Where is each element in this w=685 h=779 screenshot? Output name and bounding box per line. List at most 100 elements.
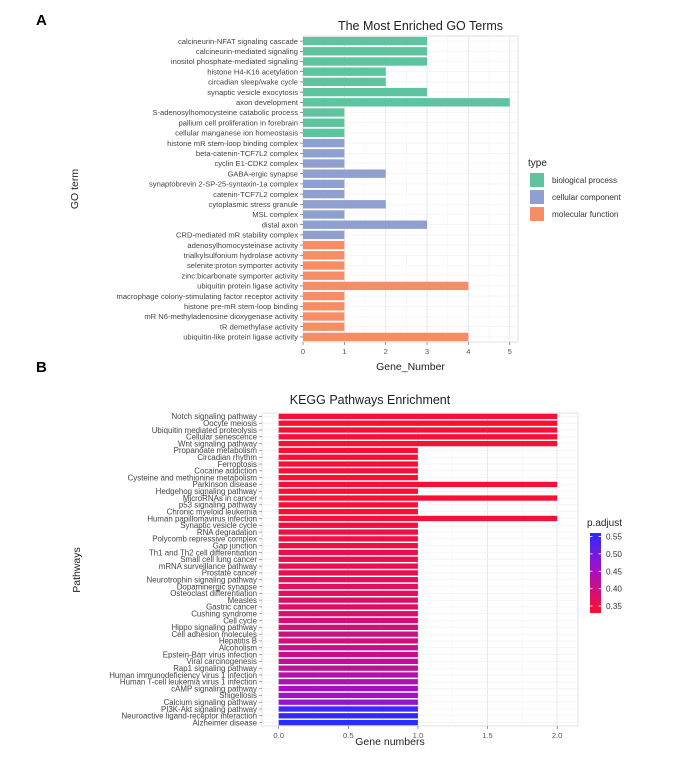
- category-label: Gastric cancer: [206, 603, 257, 612]
- category-label: Cellular senescence: [186, 433, 258, 442]
- bar: [303, 302, 345, 311]
- plot-panel: [302, 35, 519, 343]
- category-label: Cushing syndrome: [191, 610, 257, 619]
- legend-swatch: [530, 207, 544, 221]
- category-label: Alcoholism: [219, 644, 258, 653]
- x-tick-label: 0.0: [273, 731, 284, 740]
- panel-b-label: B: [36, 359, 47, 376]
- chart-title: The Most Enriched GO Terms: [338, 19, 503, 33]
- bar: [278, 563, 418, 569]
- category-label: cyclin E1-CDK2 complex: [214, 159, 298, 168]
- bar: [278, 543, 418, 549]
- bar: [303, 138, 345, 148]
- category-label: Circadian rhythm: [197, 453, 257, 462]
- category-label: MSL complex: [252, 210, 298, 219]
- category-label: cAMP signaling pathway: [171, 684, 257, 693]
- x-tick-label: 2: [384, 347, 388, 356]
- category-label: Human papillomavirus infection: [147, 514, 257, 523]
- panel-a-label: A: [36, 12, 47, 29]
- colorbar-tick-label: 0.40: [606, 585, 622, 594]
- y-axis-title: Pathways: [71, 547, 83, 593]
- legend-label: biological process: [552, 176, 617, 185]
- bar: [303, 47, 428, 56]
- x-tick-label: 2.0: [552, 731, 563, 740]
- category-label: ubiquitin-like protein ligase activity: [183, 333, 298, 342]
- category-label: GABA-ergic synapse: [228, 169, 298, 178]
- category-label: adenosylhomocysteinase activity: [187, 241, 298, 250]
- colorbar-tick-label: 0.35: [606, 602, 622, 611]
- category-label: beta-catenin-TCF7L2 complex: [196, 149, 298, 158]
- category-label: Rap1 signaling pathway: [173, 664, 257, 673]
- bar: [303, 169, 386, 178]
- bar: [278, 679, 418, 685]
- category-label: selenite:proton symporter activity: [187, 261, 298, 270]
- colorbar-tick-label: 0.50: [606, 550, 622, 559]
- category-label: Propanoate metabolism: [174, 446, 258, 455]
- category-label: tR demethylase activity: [220, 322, 298, 331]
- bar: [278, 515, 558, 522]
- bar: [303, 77, 386, 87]
- bar: [278, 454, 418, 460]
- x-tick-label: 5: [508, 347, 512, 356]
- bar: [278, 577, 418, 583]
- bar: [303, 271, 345, 280]
- bar: [278, 611, 418, 617]
- bar: [278, 638, 418, 644]
- bar: [303, 312, 345, 321]
- category-label: Shigellosis: [219, 691, 257, 700]
- x-tick-label: 1: [342, 347, 346, 356]
- bar: [278, 420, 558, 426]
- bar: [278, 481, 558, 488]
- bar: [303, 57, 428, 66]
- bar: [278, 713, 418, 719]
- category-label: ubiquitin protein ligase activity: [197, 282, 298, 291]
- category-label: catenin-TCF7L2 complex: [213, 190, 298, 199]
- bar: [278, 434, 558, 440]
- category-label: zinc:bicarbonate symporter activity: [182, 271, 299, 280]
- category-label: synaptobrevin 2-SP-25-syntaxin-1a comple…: [149, 180, 298, 189]
- x-tick-label: 3: [425, 347, 429, 356]
- go-terms-chart: calcineurin-NFAT signaling cascadecalcin…: [69, 19, 621, 373]
- bar: [278, 549, 418, 556]
- bar: [303, 87, 428, 97]
- category-label: synaptic vesicle exocytosis: [207, 88, 298, 97]
- bar: [303, 108, 345, 117]
- bar: [303, 128, 345, 138]
- bar: [303, 332, 469, 342]
- bar: [278, 570, 418, 576]
- bar: [303, 291, 345, 301]
- bar: [303, 240, 345, 250]
- bar: [278, 522, 418, 528]
- bar: [303, 210, 345, 219]
- bar: [303, 251, 345, 260]
- category-label: Hepatitis B: [219, 637, 257, 646]
- bar: [303, 67, 386, 76]
- category-label: Epstein-Barr virus infection: [163, 650, 257, 659]
- bar: [278, 692, 418, 699]
- category-label: trialkylsulfonium hydrolase activity: [184, 251, 299, 260]
- category-label: Dopaminergic synapse: [177, 582, 258, 591]
- bar: [278, 617, 418, 624]
- category-label: Th1 and Th2 cell differentiation: [149, 548, 257, 557]
- category-label: mRNA surveillance pathway: [159, 562, 257, 571]
- bar: [278, 665, 418, 671]
- bar: [278, 440, 558, 447]
- category-label: circadian sleep/wake cycle: [208, 78, 298, 87]
- legend-swatch: [530, 190, 544, 204]
- category-label: Hippo signaling pathway: [171, 623, 257, 632]
- bar: [278, 468, 418, 474]
- bar: [278, 658, 418, 665]
- category-label: macrophage colony-stimulating factor rec…: [117, 292, 299, 301]
- bar: [278, 427, 558, 433]
- plot-panel: [261, 412, 579, 727]
- category-label: Cell adhesion molecules: [171, 630, 257, 639]
- bar: [278, 645, 418, 651]
- category-label: axon development: [236, 98, 299, 107]
- bar: [278, 488, 418, 494]
- category-label: S-adenosylhomocysteine catabolic process: [152, 108, 298, 117]
- bar: [303, 149, 345, 158]
- bar: [278, 461, 418, 467]
- bar: [278, 529, 418, 535]
